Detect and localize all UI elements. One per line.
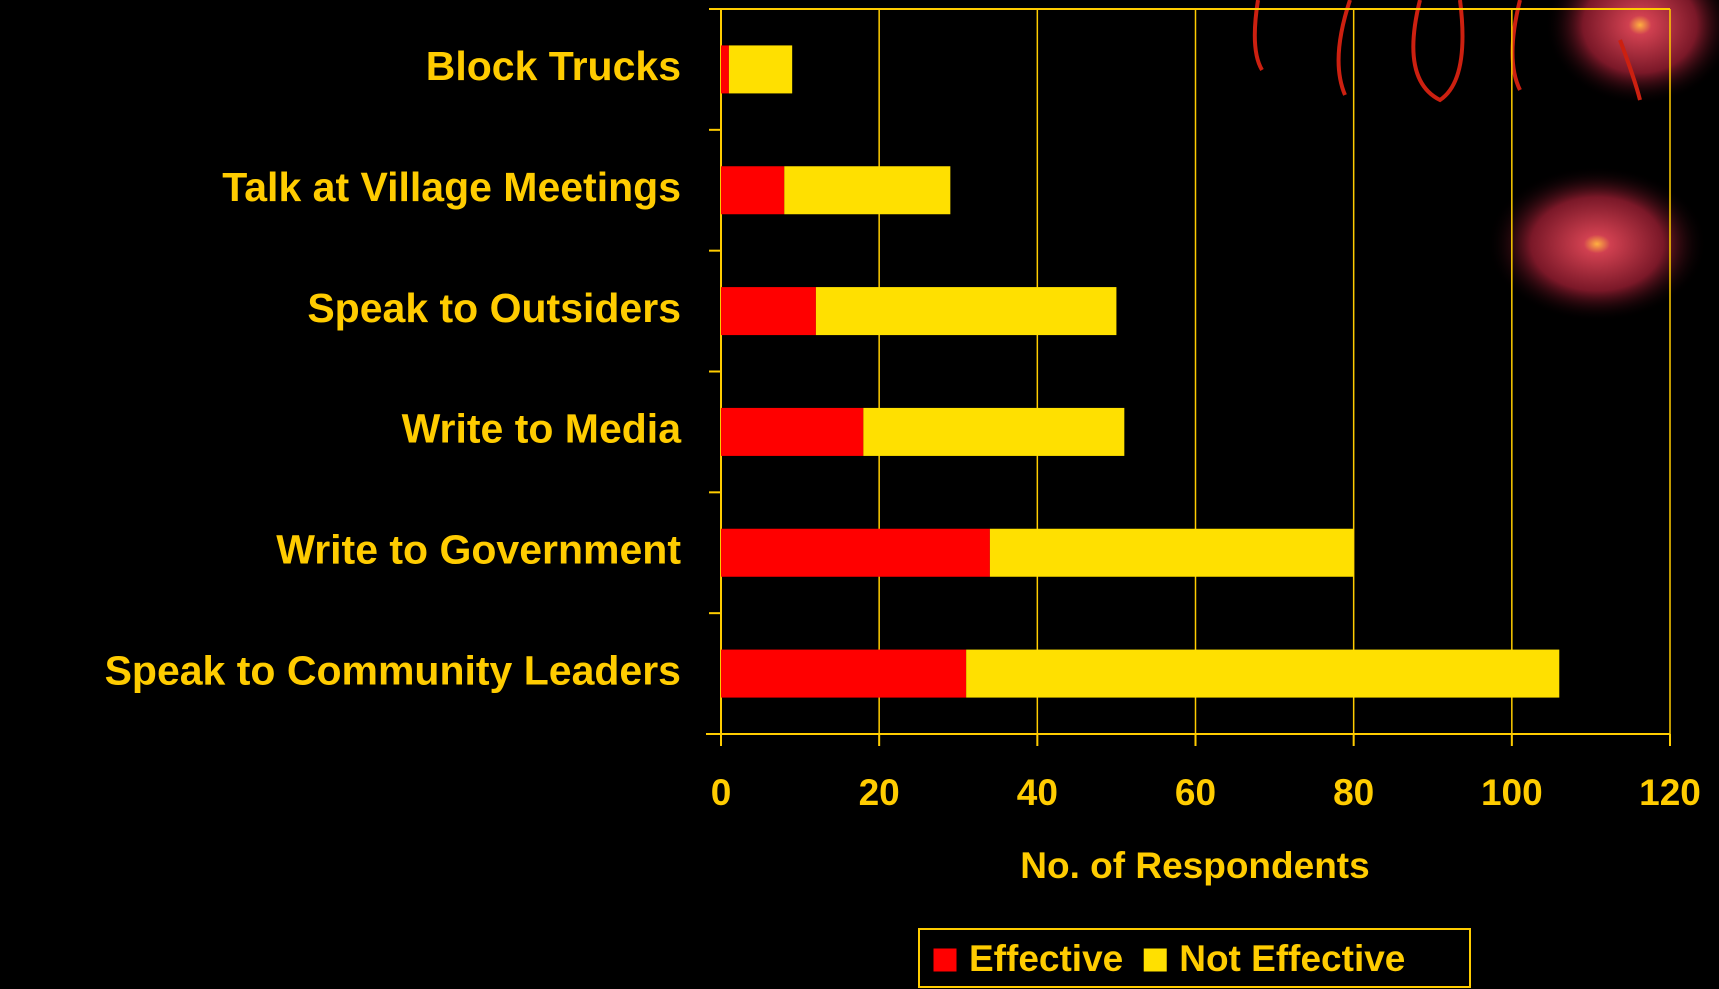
x-tick-label: 20 — [859, 772, 900, 813]
legend-swatch — [933, 948, 957, 972]
x-axis-title: No. of Respondents — [1020, 845, 1369, 886]
bar — [721, 529, 990, 577]
y-tick-label: Speak to Community Leaders — [105, 647, 681, 693]
bar — [966, 650, 1559, 698]
legend-label: Effective — [969, 938, 1123, 979]
bar — [863, 408, 1124, 456]
bar — [990, 529, 1354, 577]
y-tick-label: Talk at Village Meetings — [222, 164, 681, 210]
y-tick-label: Block Trucks — [426, 43, 681, 89]
bar — [721, 45, 729, 93]
legend-label: Not Effective — [1179, 938, 1405, 979]
bar — [721, 287, 816, 335]
x-tick-label: 100 — [1481, 772, 1543, 813]
bar — [784, 166, 950, 214]
y-tick-label: Write to Government — [276, 527, 681, 573]
bar — [816, 287, 1117, 335]
decoration — [1255, 0, 1719, 322]
bar — [721, 166, 784, 214]
y-tick-label: Speak to Outsiders — [307, 285, 681, 331]
chart: No. of Respondents 0 20 40 60 80 100 120 Block … — [0, 0, 1719, 989]
x-tick-label: 40 — [1017, 772, 1058, 813]
bar — [721, 650, 966, 698]
x-tick-label: 120 — [1639, 772, 1701, 813]
bar — [721, 408, 863, 456]
x-tick-label: 80 — [1333, 772, 1374, 813]
x-tick-label: 60 — [1175, 772, 1216, 813]
bar — [729, 45, 792, 93]
x-tick-label: 0 — [711, 772, 732, 813]
legend-swatch — [1143, 948, 1167, 972]
y-tick-label: Write to Media — [402, 406, 683, 452]
